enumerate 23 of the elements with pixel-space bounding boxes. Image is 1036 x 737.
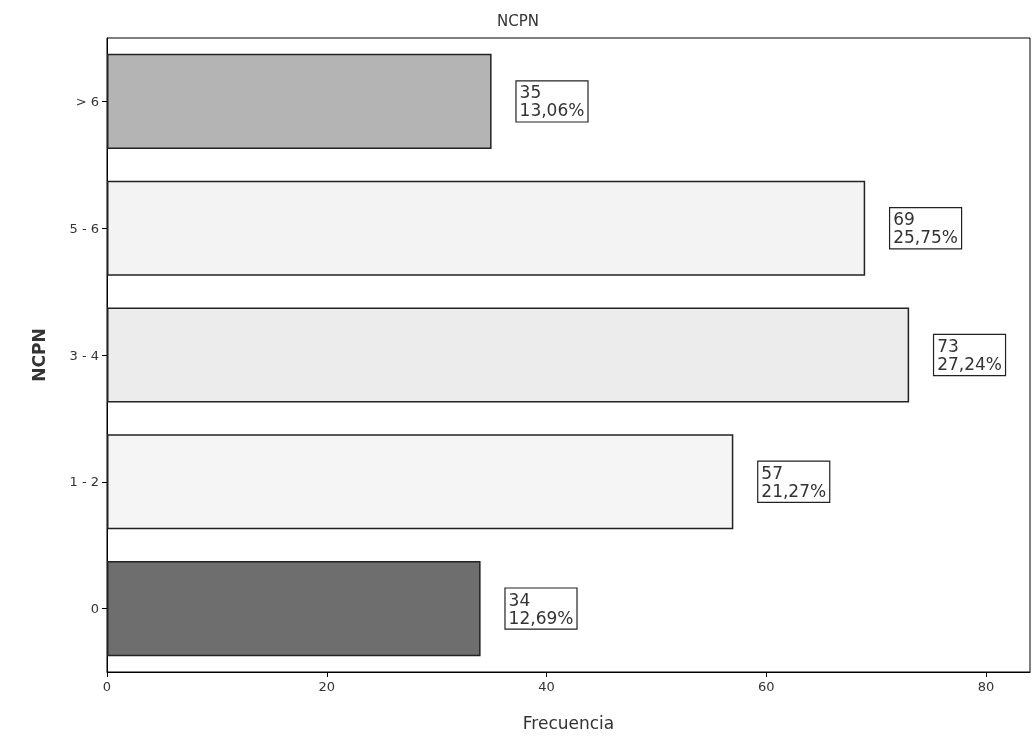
chart-title: NCPN bbox=[497, 11, 539, 30]
x-tick-label: 0 bbox=[102, 679, 112, 694]
y-tick-label: > 6 bbox=[75, 93, 99, 109]
bar bbox=[107, 561, 481, 657]
y-axis-title: NCPN bbox=[28, 328, 49, 382]
x-tick-label: 20 bbox=[318, 679, 336, 694]
y-tick-label: 5 - 6 bbox=[69, 220, 99, 236]
bar bbox=[107, 434, 734, 530]
data-label: 73 27,24% bbox=[937, 336, 1002, 374]
data-label: 35 13,06% bbox=[519, 82, 585, 121]
x-axis-title: Frecuencia bbox=[522, 712, 615, 733]
data-label: 34 12,69% bbox=[508, 589, 574, 628]
x-tick-label: 40 bbox=[538, 679, 555, 694]
y-tick-label: 1 - 2 bbox=[69, 474, 99, 490]
data-label: 57 21,27% bbox=[761, 462, 827, 501]
y-tick-label: 0 bbox=[90, 601, 99, 617]
x-tick-label: 60 bbox=[758, 679, 775, 694]
data-label: 69 25,75% bbox=[893, 209, 959, 248]
bar bbox=[107, 53, 492, 149]
bar bbox=[107, 307, 910, 403]
y-tick-label: 3 - 4 bbox=[69, 347, 99, 363]
bar bbox=[107, 180, 866, 276]
x-tick-label: 80 bbox=[977, 679, 995, 694]
